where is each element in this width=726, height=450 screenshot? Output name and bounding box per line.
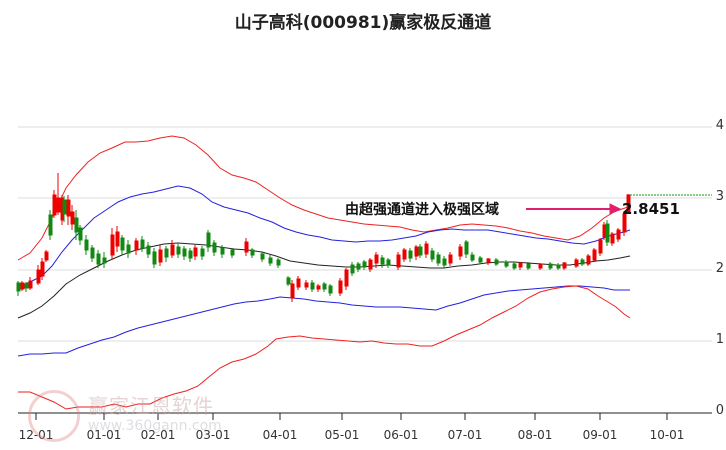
x-tick-09-01: 09-01 (582, 428, 618, 442)
x-tick-06-01: 06-01 (383, 428, 419, 442)
last-value-label: 2.8451 (622, 200, 680, 218)
y-tick-0: 0 (715, 403, 724, 418)
y-tick-4: 4 (715, 118, 724, 133)
x-tick-02-01: 02-01 (140, 428, 176, 442)
lower-inner-band (17, 285, 630, 357)
x-tick-03-01: 03-01 (195, 428, 231, 442)
chart-title: 山子高科(000981)赢家极反通道 (234, 13, 492, 33)
lower-outer-band (18, 285, 631, 410)
annotation-arrow (526, 203, 622, 215)
candlesticks (16, 173, 631, 302)
x-tick-04-01: 04-01 (262, 428, 298, 442)
upper-inner-band (17, 185, 631, 288)
y-tick-1: 1 (715, 332, 724, 347)
watermark-url: www.360gann.com (88, 418, 222, 434)
x-tick-08-01: 08-01 (517, 428, 553, 442)
gridlines (18, 126, 712, 342)
x-axis (18, 412, 712, 420)
annotation-text: 由超强通道进入极强区域 (345, 202, 499, 218)
watermark-logo-icon (28, 390, 80, 442)
x-tick-07-01: 07-01 (447, 428, 483, 442)
x-tick-01-01: 01-01 (86, 428, 122, 442)
y-tick-2: 2 (715, 261, 724, 276)
watermark-brand: 赢家江恩软件 (88, 394, 214, 418)
x-tick-05-01: 05-01 (324, 428, 360, 442)
upper-outer-band (17, 135, 629, 261)
x-tick-10-01: 10-01 (649, 428, 685, 442)
y-tick-3: 3 (715, 189, 724, 204)
middle-line (17, 242, 631, 319)
